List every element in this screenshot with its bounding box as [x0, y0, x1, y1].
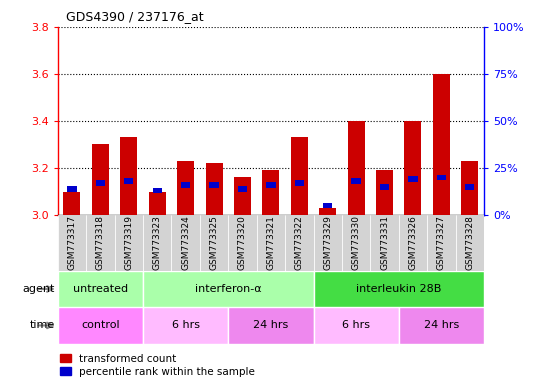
Bar [262, 170, 279, 215]
Bar [92, 144, 109, 215]
Bar [58, 307, 143, 344]
Text: GSM773327: GSM773327 [437, 215, 446, 270]
Bar [408, 177, 417, 182]
Bar [380, 184, 389, 190]
Text: interferon-α: interferon-α [195, 284, 262, 294]
Text: GSM773317: GSM773317 [68, 215, 76, 270]
Bar [206, 163, 223, 215]
Bar [67, 186, 76, 192]
Bar [370, 215, 399, 271]
Bar [465, 184, 475, 190]
Text: GSM773321: GSM773321 [266, 215, 276, 270]
Text: GDS4390 / 237176_at: GDS4390 / 237176_at [66, 10, 204, 23]
Text: GSM773328: GSM773328 [465, 215, 474, 270]
Text: GSM773331: GSM773331 [380, 215, 389, 270]
Bar [285, 215, 314, 271]
Bar [200, 215, 228, 271]
Text: GSM773323: GSM773323 [153, 215, 162, 270]
Bar [323, 203, 332, 209]
Bar [58, 215, 86, 271]
Bar [427, 215, 455, 271]
Text: 24 hrs: 24 hrs [253, 320, 289, 331]
Bar [437, 175, 446, 180]
Bar [181, 182, 190, 188]
Bar [58, 271, 143, 307]
Bar [351, 178, 361, 184]
Text: interleukin 28B: interleukin 28B [356, 284, 442, 294]
Bar [63, 192, 80, 215]
Bar [238, 186, 247, 192]
Bar [96, 180, 105, 186]
Bar [143, 215, 172, 271]
Bar [266, 182, 276, 188]
Bar [399, 307, 484, 344]
Bar [314, 215, 342, 271]
Text: 6 hrs: 6 hrs [342, 320, 370, 331]
Bar [376, 170, 393, 215]
Bar [399, 215, 427, 271]
Text: GSM773326: GSM773326 [409, 215, 417, 270]
Text: GSM773329: GSM773329 [323, 215, 332, 270]
Bar [124, 178, 134, 184]
Bar [314, 307, 399, 344]
Text: GSM773319: GSM773319 [124, 215, 133, 270]
Text: 24 hrs: 24 hrs [424, 320, 459, 331]
Bar [295, 180, 304, 186]
Text: GSM773320: GSM773320 [238, 215, 247, 270]
Bar [143, 307, 228, 344]
Bar [120, 137, 138, 215]
Text: untreated: untreated [73, 284, 128, 294]
Bar [461, 161, 478, 215]
Text: agent: agent [23, 284, 55, 294]
Text: 6 hrs: 6 hrs [172, 320, 200, 331]
Bar [455, 215, 484, 271]
Bar [319, 208, 336, 215]
Legend: transformed count, percentile rank within the sample: transformed count, percentile rank withi… [60, 354, 255, 377]
Bar [172, 215, 200, 271]
Bar [86, 215, 114, 271]
Text: GSM773325: GSM773325 [210, 215, 218, 270]
Text: GSM773324: GSM773324 [181, 215, 190, 270]
Bar [210, 182, 219, 188]
Bar [433, 74, 450, 215]
Text: GSM773322: GSM773322 [295, 215, 304, 270]
Bar [148, 192, 166, 215]
Text: time: time [30, 320, 55, 331]
Bar [342, 215, 370, 271]
Bar [257, 215, 285, 271]
Bar [228, 215, 257, 271]
Bar [234, 177, 251, 215]
Text: control: control [81, 320, 120, 331]
Bar [228, 307, 314, 344]
Bar [143, 271, 314, 307]
Text: GSM773330: GSM773330 [351, 215, 361, 270]
Bar [152, 188, 162, 194]
Bar [177, 161, 194, 215]
Bar [404, 121, 421, 215]
Bar [114, 215, 143, 271]
Bar [291, 137, 308, 215]
Bar [314, 271, 484, 307]
Text: GSM773318: GSM773318 [96, 215, 105, 270]
Bar [348, 121, 365, 215]
